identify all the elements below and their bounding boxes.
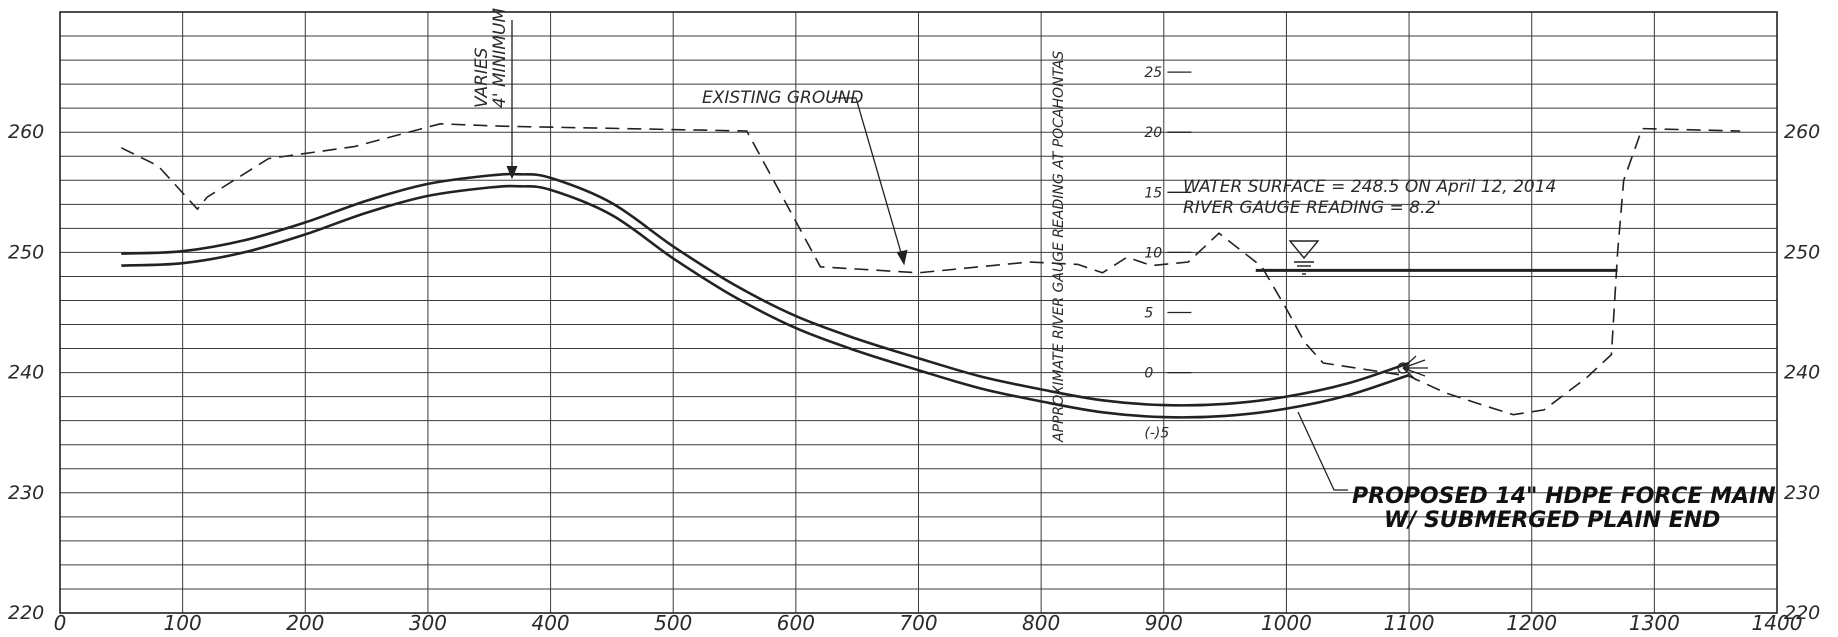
station-label: 600 [777,611,815,635]
station-label: 100 [164,611,202,635]
station-label: 1000 [1261,611,1312,635]
plain-end-symbol [1397,355,1428,381]
right-elevation-label: 250 [1784,241,1820,263]
grid-border [59,11,1778,614]
existing-ground-label: EXISTING GROUND [702,88,864,108]
varies-note-line1: VARIES [472,47,492,108]
force-main-label: PROPOSED 14" HDPE FORCE MAIN [1352,484,1776,509]
gauge-scale-title: APPROXIMATE RIVER GAUGE READING AT POCAH… [1051,51,1067,443]
gauge-scale: 25 20 15 10 5 0 (-)5 [1144,65,1192,442]
right-elevation-label: 240 [1784,362,1820,384]
gauge-value: 5 [1144,306,1153,322]
left-elevation-label: 220 [8,602,44,624]
water-surface-note: WATER SURFACE = 248.5 ON April 12, 2014 [1183,177,1556,197]
station-label: 0 [54,611,67,635]
existing-ground-line [120,122,1741,416]
right-elevation-label: 220 [1784,602,1820,624]
gauge-value: 0 [1144,366,1153,382]
station-label: 300 [409,611,447,635]
right-elevation-label: 230 [1784,482,1820,504]
left-elevation-label: 260 [8,121,44,143]
station-label: 500 [654,611,692,635]
force-main-pipe-bottom [121,184,1410,419]
left-elevation-labels: 220 230 240 250 260 [8,121,44,624]
station-label: 900 [1145,611,1183,635]
station-labels: 0 100 200 300 400 500 600 700 800 900 1000 1100 1200… [54,611,1803,635]
station-label: 800 [1022,611,1060,635]
force-main-leader [1297,411,1348,491]
varies-arrow [506,165,518,180]
left-elevation-label: 250 [8,241,44,263]
station-label: 1200 [1506,611,1557,635]
river-gauge-note: RIVER GAUGE READING = 8.2' [1183,198,1441,218]
plain-end-label: W/ SUBMERGED PLAIN END [1384,508,1720,533]
existing-ground-leader [832,97,905,264]
gauge-value: (-)5 [1144,426,1169,442]
gauge-value: 25 [1144,65,1162,81]
right-elevation-label: 260 [1784,121,1820,143]
station-label: 400 [531,611,569,635]
gauge-value: 20 [1144,125,1162,141]
station-label: 1300 [1629,611,1680,635]
water-surface-symbol [1288,240,1320,275]
force-main-pipe-top [121,172,1410,407]
gauge-value: 15 [1144,185,1162,201]
station-label: 1100 [1384,611,1435,635]
station-label: 700 [899,611,937,635]
existing-ground-arrow [896,249,908,266]
station-label: 200 [286,611,324,635]
left-elevation-label: 240 [8,362,44,384]
left-elevation-label: 230 [8,482,44,504]
gauge-value: 10 [1144,245,1162,261]
varies-note-line2: 4' MINIMUM [490,8,510,108]
right-elevation-labels: 220 230 240 250 260 [1784,121,1820,624]
station-label: 1400 [1752,611,1803,635]
